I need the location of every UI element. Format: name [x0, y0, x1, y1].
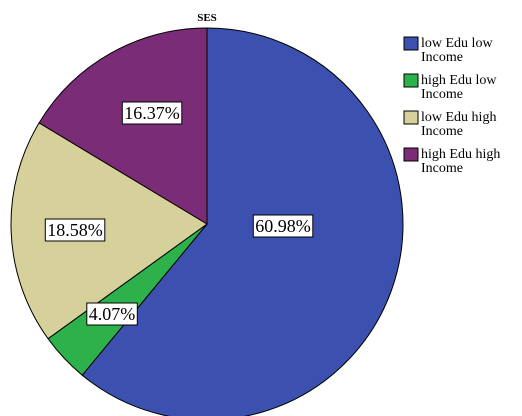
slice-label-3: 18.58%: [44, 218, 106, 242]
legend-swatch: [403, 36, 419, 51]
slice-label-text: 16.37%: [124, 103, 180, 123]
legend-swatch: [403, 147, 419, 162]
pie-slice-4: [38, 27, 208, 225]
legend-item-3: low Edu high Income: [403, 110, 496, 139]
legend-item-2: high Edu low Income: [403, 73, 497, 102]
slice-label-text: 4.07%: [89, 304, 136, 324]
slice-labels: 60.98% 4.07% 18.58% 16.37%: [44, 101, 314, 326]
legend-label: low Edu high Income: [421, 110, 496, 139]
pie-slice-1: [81, 27, 404, 416]
pie-slices: [10, 27, 404, 416]
legend-label: high Edu low Income: [421, 73, 497, 102]
slice-label-box: [252, 214, 314, 238]
slice-label-4: 16.37%: [121, 101, 183, 125]
legend-label: high Edu high Income: [421, 147, 500, 176]
chart-title: SES: [197, 12, 217, 24]
legend-label: low Edu low Income: [421, 36, 493, 65]
legend-item-1: low Edu low Income: [403, 36, 493, 65]
slice-label-box: [121, 101, 183, 125]
legend: low Edu low Income high Edu low Income low E…: [403, 36, 500, 176]
legend-swatch: [403, 73, 419, 88]
slice-label-2: 4.07%: [86, 302, 138, 326]
pie-slice-3: [10, 122, 208, 340]
legend-item-4: high Edu high Income: [403, 147, 500, 176]
slice-label-text: 18.58%: [47, 220, 103, 240]
slice-label-text: 60.98%: [255, 216, 311, 236]
slice-label-1: 60.98%: [252, 214, 314, 238]
legend-swatch: [403, 110, 419, 125]
slice-label-box: [44, 218, 106, 242]
slice-label-box: [86, 302, 138, 326]
